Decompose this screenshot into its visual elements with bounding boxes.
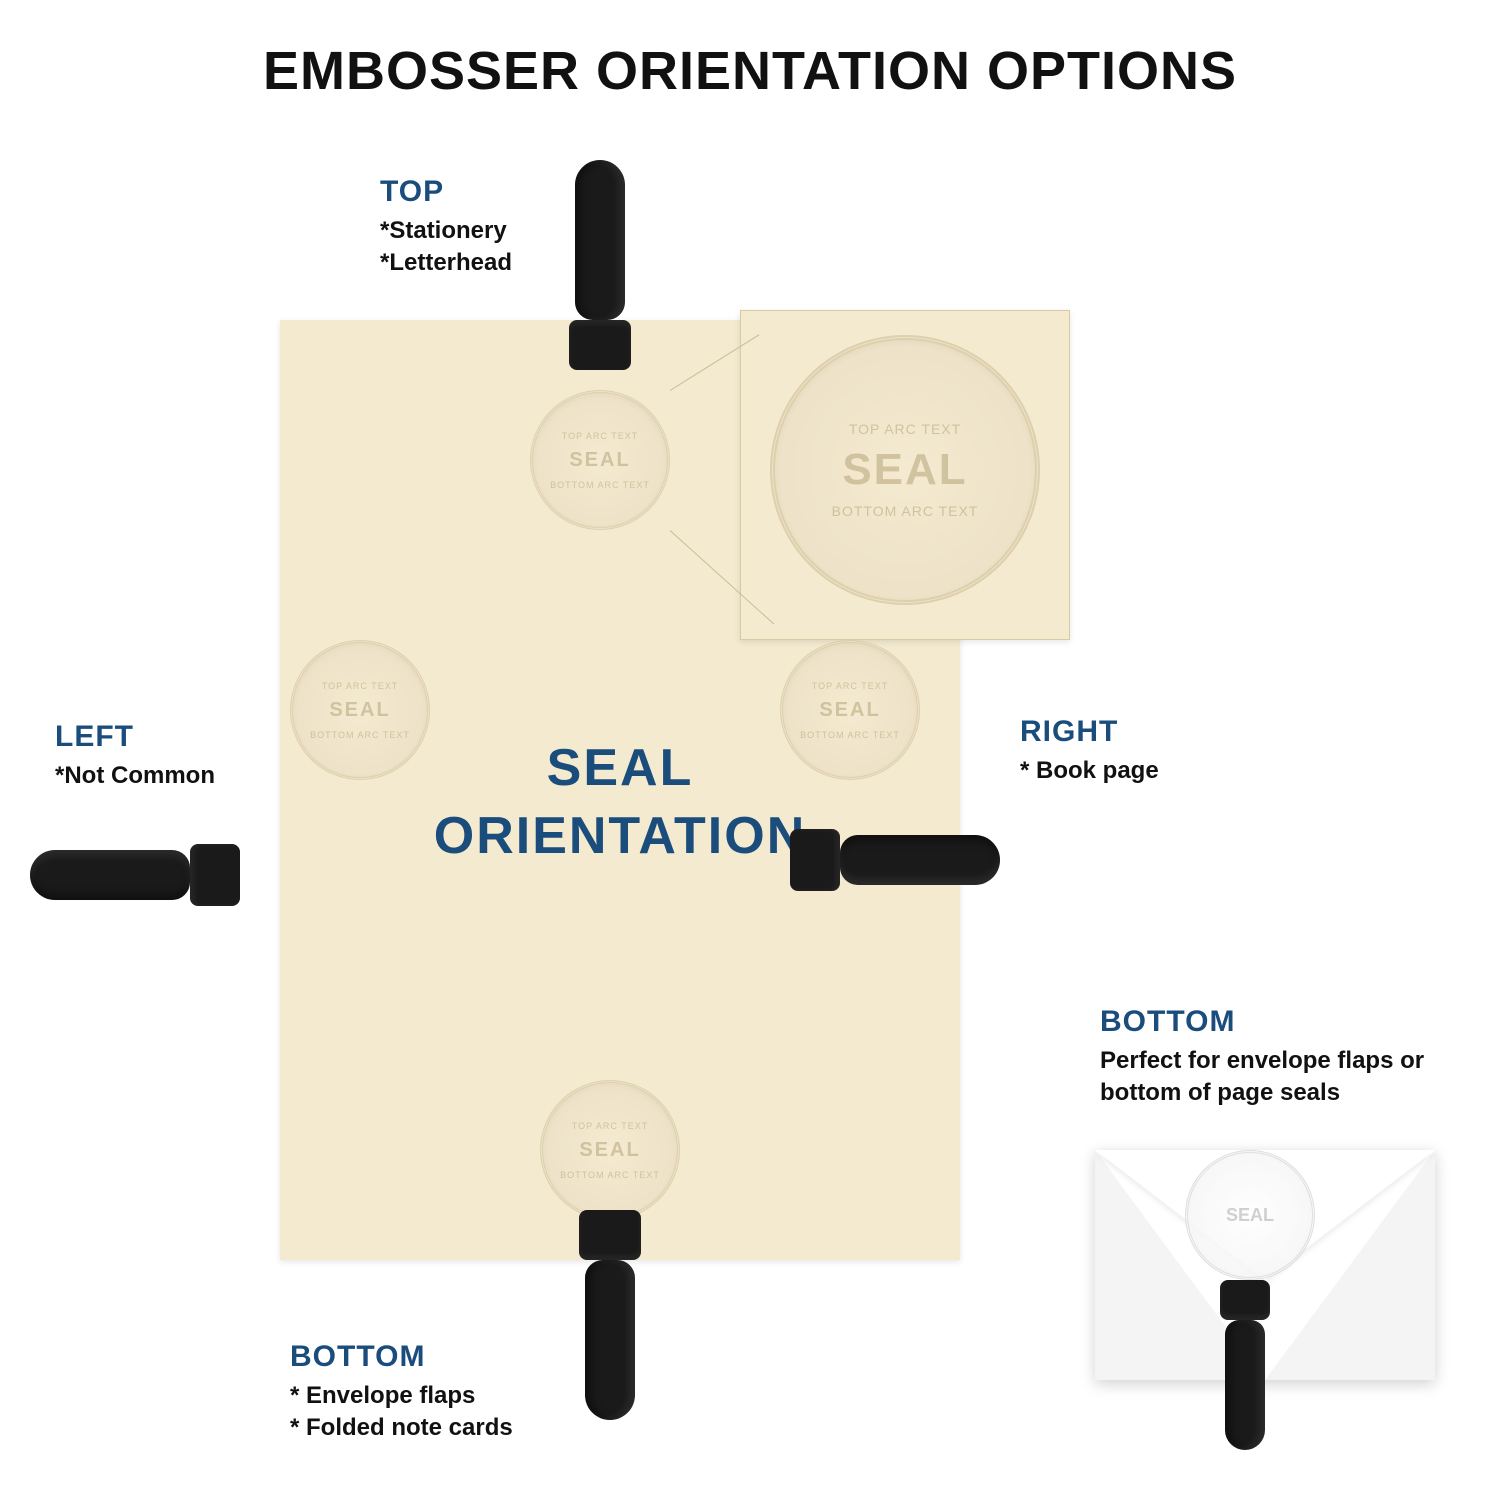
label-bottom-example: BOTTOM Perfect for envelope flaps or bot… <box>1100 1005 1470 1110</box>
seal-impression-zoom: TOP ARC TEXT SEAL BOTTOM ARC TEXT <box>770 335 1040 605</box>
seal-impression-envelope: SEAL <box>1185 1150 1315 1280</box>
embosser-envelope-icon <box>1220 1280 1270 1450</box>
seal-impression-left: TOP ARC TEXT SEAL BOTTOM ARC TEXT <box>290 640 430 780</box>
page-title: EMBOSSER ORIENTATION OPTIONS <box>0 40 1500 102</box>
label-right: RIGHT * Book page <box>1020 715 1159 787</box>
embosser-bottom-icon <box>580 1210 640 1420</box>
label-bottom: BOTTOM * Envelope flaps * Folded note ca… <box>290 1340 513 1445</box>
center-caption: SEAL ORIENTATION <box>420 735 820 870</box>
label-left: LEFT *Not Common <box>55 720 215 792</box>
embosser-right-icon <box>790 830 1000 890</box>
embosser-left-icon <box>30 845 240 905</box>
seal-impression-bottom: TOP ARC TEXT SEAL BOTTOM ARC TEXT <box>540 1080 680 1220</box>
seal-impression-top: TOP ARC TEXT SEAL BOTTOM ARC TEXT <box>530 390 670 530</box>
label-top: TOP *Stationery *Letterhead <box>380 175 512 280</box>
embosser-top-icon <box>570 160 630 370</box>
